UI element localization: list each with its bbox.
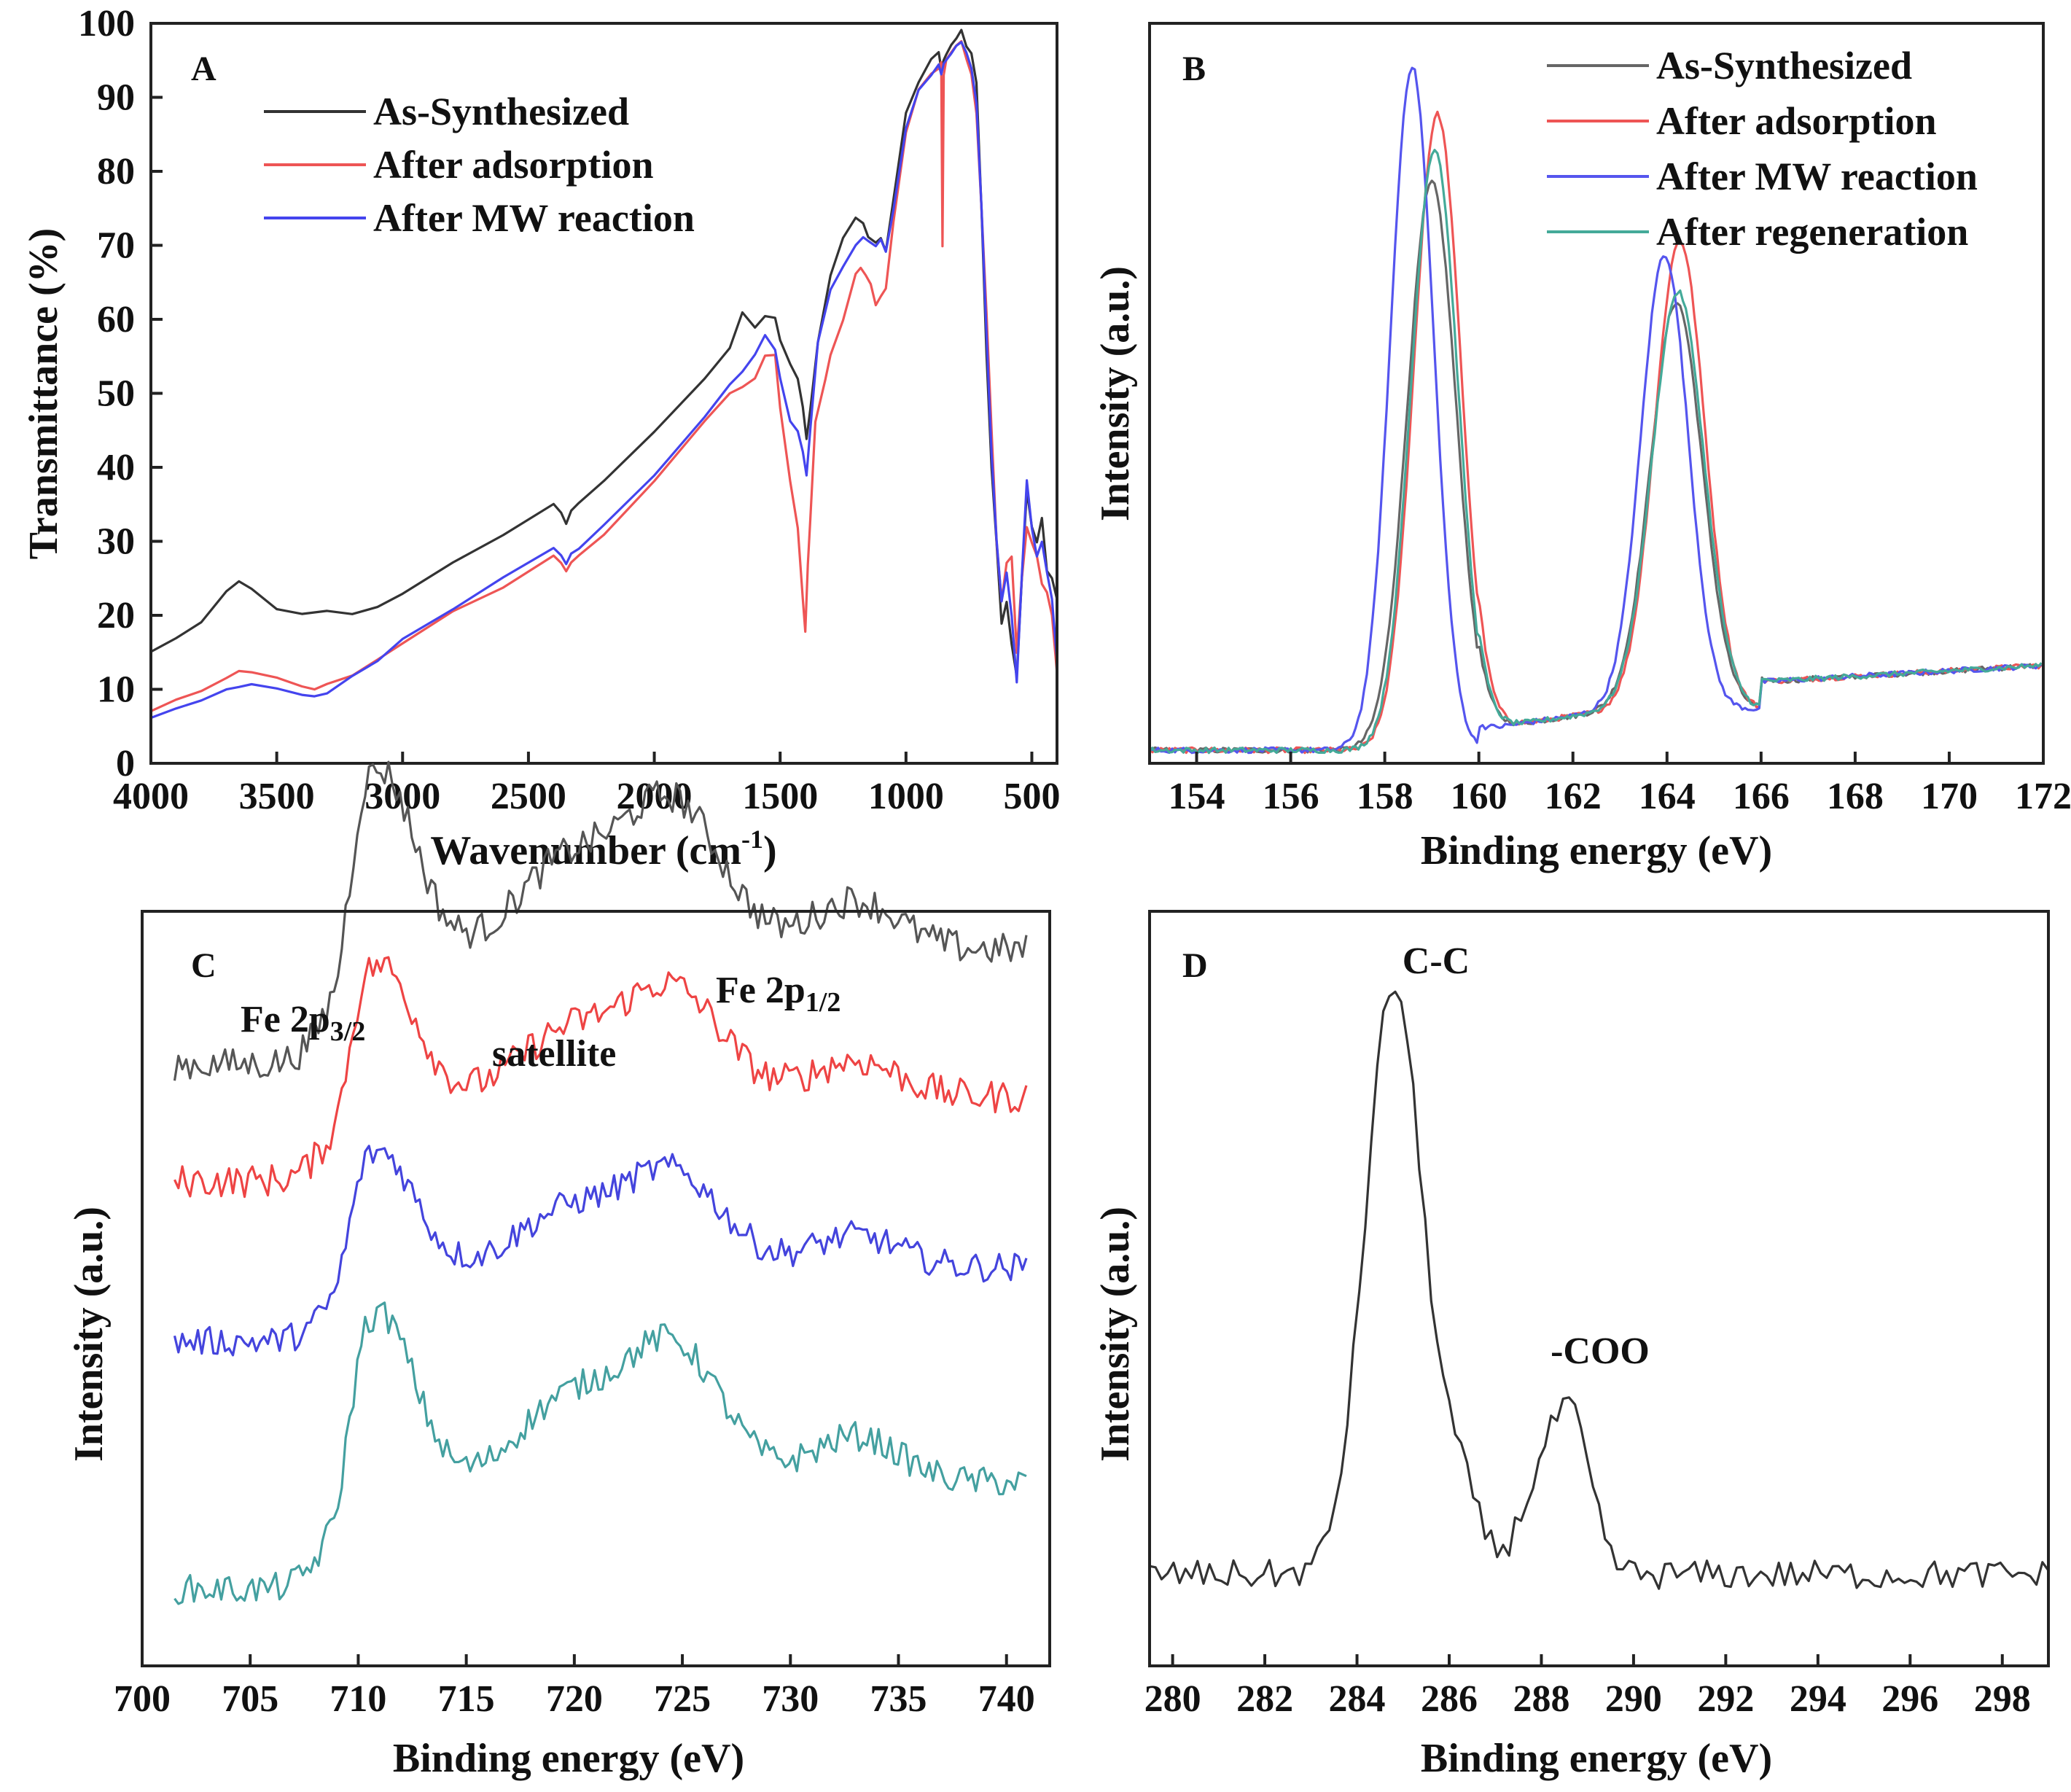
panel-d-xtick-label: 292 (1697, 1678, 1754, 1720)
panel-a-ytick-label: 40 (97, 447, 135, 488)
panel-c-series-line (173, 956, 1028, 1199)
panel-a-legend: As-Synthesized After adsorption After MW r… (264, 90, 695, 240)
panel-c-xtick-label: 740 (978, 1678, 1035, 1720)
panel-a-ytick-label: 50 (97, 373, 135, 415)
panel-c-letter: C (191, 946, 217, 985)
panel-b-xtick-label: 154 (1169, 776, 1225, 817)
panel-c-ylabel: Intensity (a.u.) (66, 1207, 112, 1462)
panel-a-xlabel: Wavenumber (cm-1) (430, 825, 776, 873)
panel-b-letter: B (1182, 50, 1206, 88)
panel-a-ytick-label: 20 (97, 595, 135, 636)
panel-b-xtick-label: 156 (1263, 776, 1319, 817)
panel-a-legend-label: After MW reaction (373, 196, 695, 240)
panel-c-xtick-label: 735 (870, 1678, 927, 1720)
panel-d-frame (1148, 910, 2050, 1667)
panel-c-series-line (173, 1301, 1027, 1605)
panel-d-xtick-label: 280 (1144, 1678, 1201, 1720)
panel-a-xtick-label: 1500 (742, 776, 818, 817)
panel-b-legend-label: After MW reaction (1656, 155, 1978, 198)
panel-a-xtick-label: 4000 (113, 776, 189, 817)
panel-b-xlabel: Binding energy (eV) (1421, 828, 1772, 873)
panel-b-xtick-label: 160 (1451, 776, 1508, 817)
panel-d-xtick-label: 286 (1421, 1678, 1478, 1720)
annotation-satellite: satellite (492, 1033, 616, 1075)
panel-b-legend-label: After regeneration (1656, 210, 1968, 254)
panel-b-legend-label: After adsorption (1656, 99, 1937, 143)
panel-a-series-line (150, 41, 1058, 720)
panel-a-ytick-label: 0 (116, 743, 135, 784)
panel-b-ylabel: Intensity (a.u.) (1093, 266, 1138, 521)
panel-c-frame (141, 910, 1051, 1667)
panel-d-xtick-label: 284 (1329, 1678, 1386, 1720)
annotation-fe2p32: Fe 2p3/2 (241, 999, 365, 1047)
panel-a-ytick-label: 90 (97, 77, 135, 119)
panel-b-series-line (1148, 149, 2043, 755)
panel-c-xtick-label: 730 (762, 1678, 819, 1720)
panel-a-ytick-label: 10 (97, 669, 135, 711)
panel-a-xtick-label: 3500 (239, 776, 315, 817)
annotation-c-c: C-C (1403, 940, 1470, 982)
panel-c-xtick-label: 705 (222, 1678, 278, 1720)
panel-c-xlabel: Binding energy (eV) (393, 1736, 744, 1781)
panel-b: 154 156 158 160 162 164 166 168 170 172 B As-Synt… (1093, 22, 2071, 873)
panel-d-ylabel: Intensity (a.u.) (1093, 1207, 1138, 1462)
panel-a-ytick-label: 30 (97, 521, 135, 563)
panel-a-xtick-label: 500 (1003, 776, 1060, 817)
panel-d-letter: D (1182, 946, 1208, 985)
panel-d-xtick-label: 296 (1881, 1678, 1938, 1720)
panel-a-xtick-label: 2500 (491, 776, 566, 817)
panel-d-xtick-label: 294 (1790, 1678, 1846, 1720)
panel-b-xtick-label: 172 (2015, 776, 2071, 817)
panel-a-frame (149, 22, 1058, 765)
panel-c-xtick-label: 725 (654, 1678, 711, 1720)
panel-b-xtick-label: 164 (1639, 776, 1696, 817)
panel-a-ylabel: Transmittance (%) (21, 228, 66, 560)
panel-d-xtick-label: 288 (1513, 1678, 1569, 1720)
panel-d: 280 282 284 286 288 290 292 294 296 298 D C-C -CO… (1093, 910, 2050, 1781)
panel-a-xtick-label: 1000 (868, 776, 944, 817)
panel-b-legend-label: As-Synthesized (1656, 44, 1912, 87)
panel-d-xlabel: Binding energy (eV) (1421, 1736, 1772, 1781)
annotation-fe2p12: Fe 2p1/2 (716, 970, 841, 1018)
panel-c: 700 705 710 715 720 725 730 735 740 C Fe 2p3/2 s… (66, 760, 1051, 1781)
panel-c-xtick-label: 720 (546, 1678, 603, 1720)
annotation-coo: -COO (1551, 1331, 1650, 1372)
panel-a-legend-label: After adsorption (373, 143, 654, 187)
panel-b-frame (1148, 22, 2045, 765)
panel-a-legend-label: As-Synthesized (373, 90, 629, 133)
panel-a-ytick-label: 70 (97, 225, 135, 267)
panel-c-xtick-label: 700 (114, 1678, 171, 1720)
panel-c-series-line (173, 1145, 1028, 1357)
panel-b-xtick-label: 162 (1545, 776, 1602, 817)
panel-b-xtick-label: 158 (1357, 776, 1413, 817)
panel-a-ytick-label: 60 (97, 299, 135, 340)
panel-b-xtick-label: 168 (1827, 776, 1884, 817)
panel-a-ytick-label: 100 (78, 3, 135, 44)
panel-d-series-line (1149, 990, 2050, 1590)
panel-b-xtick-label: 170 (1921, 776, 1978, 817)
panel-c-xtick-label: 710 (329, 1678, 386, 1720)
panel-b-legend: As-Synthesized After adsorption After MW r… (1547, 44, 1978, 254)
panel-d-xtick-label: 290 (1605, 1678, 1662, 1720)
panel-a-letter: A (191, 50, 217, 88)
panel-d-xtick-label: 282 (1236, 1678, 1293, 1720)
panel-d-xtick-label: 298 (1974, 1678, 2031, 1720)
panel-b-xtick-label: 166 (1733, 776, 1790, 817)
panel-c-xtick-label: 715 (438, 1678, 495, 1720)
panel-a-ytick-label: 80 (97, 151, 135, 192)
